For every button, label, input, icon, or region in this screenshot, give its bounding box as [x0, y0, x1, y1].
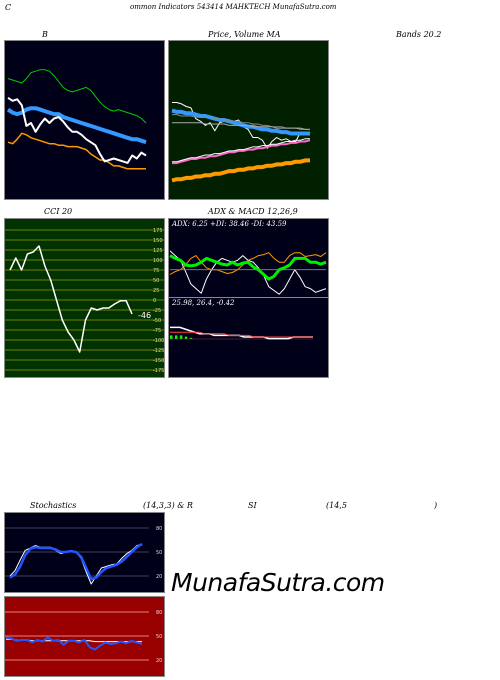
price-volume-ma-series-4 — [172, 139, 311, 165]
tick-label: -100 — [153, 338, 164, 344]
macd-histogram-bar — [170, 335, 173, 339]
bollinger-bands-series-2 — [7, 132, 146, 170]
rsi-panel: 80 50 20 — [4, 596, 165, 677]
adx-panel — [168, 218, 329, 298]
adx-title: ADX & MACD 12,26,9 — [208, 207, 298, 216]
tick-label: -50 — [153, 318, 161, 324]
price-title: Price, Volume MA — [208, 30, 281, 39]
bollinger-bands-series-1 — [6, 106, 147, 145]
rsi-params: (14,5 — [326, 501, 347, 510]
price-volume-ma-series-5 — [172, 138, 310, 163]
cci-value-label: -46 — [138, 311, 151, 320]
tick-label: 20 — [156, 574, 162, 580]
tick-label: 50 — [156, 634, 162, 640]
stoch-params: (14,3,3) & R — [143, 501, 193, 510]
price-panel — [168, 40, 329, 200]
price-volume-ma-series-6 — [171, 158, 310, 183]
tick-label: 75 — [153, 268, 159, 274]
tick-label: -25 — [153, 308, 161, 314]
tick-label: 25 — [153, 288, 159, 294]
adx-series-2 — [169, 254, 327, 281]
adx-readout: ADX: 6.25 +DI: 38.46 -DI: 43.59 — [172, 220, 287, 228]
tick-label: -150 — [153, 358, 164, 364]
stochastics-panel: 80 50 20 — [4, 512, 165, 593]
rsi-series-1 — [5, 636, 143, 651]
bands-title: B — [42, 30, 48, 39]
tick-label: -175 — [153, 368, 164, 374]
stoch-title: Stochastics — [30, 501, 77, 510]
macd-panel — [168, 297, 329, 378]
price-volume-ma-series-1 — [171, 108, 310, 136]
tick-label: 175 — [153, 228, 163, 234]
tick-label: 80 — [156, 526, 162, 532]
tick-label: -75 — [153, 328, 161, 334]
tick-label: 125 — [153, 248, 163, 254]
macd-histogram-bar — [179, 335, 183, 339]
stochastics-series-1 — [9, 542, 143, 581]
header-title: ommon Indicators 543414 MAHKTECH MunafaS… — [130, 3, 337, 11]
cci-panel: 175 150 125 100 75 50 25 0 -25 -50 -75 -100 -125 -150… — [4, 218, 165, 378]
macd-readout: 25.98, 26.4, -0.42 — [172, 299, 235, 307]
macd-histogram-bar — [184, 336, 188, 339]
bollinger-bands-series-0 — [7, 69, 147, 124]
header-c: C — [5, 3, 12, 12]
rsi-close: ) — [434, 501, 438, 510]
tick-label: -125 — [153, 348, 164, 354]
macd-histogram-bar — [174, 335, 178, 339]
bands-right-title: Bands 20.2 — [396, 30, 442, 39]
watermark: MunafaSutra.com — [171, 568, 385, 597]
rsi-title: SI — [248, 501, 257, 510]
tick-label: 100 — [153, 258, 163, 264]
bollinger-bands-series-3 — [7, 96, 147, 164]
price-volume-ma-series-3 — [172, 122, 310, 130]
tick-label: 80 — [156, 610, 162, 616]
tick-label: 50 — [156, 550, 162, 556]
cci-title: CCI 20 — [44, 207, 73, 216]
bollinger-panel — [4, 40, 165, 200]
tick-label: 0 — [153, 298, 156, 304]
tick-label: 50 — [153, 278, 159, 284]
adx-series-1 — [169, 252, 327, 275]
tick-label: 150 — [153, 238, 163, 244]
tick-label: 20 — [156, 658, 162, 664]
macd-histogram-bar — [189, 337, 193, 339]
cci-series-0 — [9, 245, 133, 353]
macd-series-1 — [170, 331, 313, 338]
